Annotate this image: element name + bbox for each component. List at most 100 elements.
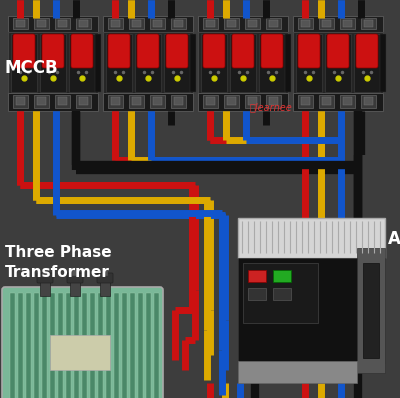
- Bar: [40, 278, 50, 296]
- FancyBboxPatch shape: [71, 34, 93, 68]
- FancyBboxPatch shape: [67, 273, 83, 283]
- Bar: [150, 95, 165, 108]
- Bar: [74, 293, 79, 398]
- Bar: [238, 361, 357, 383]
- Bar: [37, 20, 46, 27]
- Bar: [66, 293, 71, 398]
- Bar: [206, 20, 215, 27]
- Bar: [298, 18, 313, 29]
- Bar: [114, 293, 119, 398]
- Bar: [11, 34, 37, 92]
- Bar: [8, 32, 98, 94]
- Bar: [34, 95, 49, 108]
- Bar: [319, 95, 334, 108]
- Bar: [34, 18, 49, 29]
- Bar: [174, 97, 183, 105]
- Bar: [8, 93, 98, 111]
- Bar: [132, 20, 141, 27]
- Bar: [201, 34, 227, 92]
- Bar: [58, 97, 67, 105]
- Bar: [198, 16, 288, 32]
- Bar: [103, 93, 193, 111]
- Bar: [340, 95, 355, 108]
- Bar: [153, 97, 162, 105]
- Bar: [248, 20, 257, 27]
- Bar: [238, 218, 385, 258]
- FancyBboxPatch shape: [261, 34, 283, 68]
- FancyBboxPatch shape: [356, 34, 378, 68]
- FancyBboxPatch shape: [108, 34, 130, 68]
- Bar: [76, 95, 91, 108]
- Bar: [325, 34, 351, 92]
- Bar: [322, 20, 331, 27]
- Bar: [26, 293, 31, 398]
- Text: ACB: ACB: [388, 230, 400, 248]
- Bar: [243, 263, 318, 323]
- Bar: [198, 32, 288, 94]
- Bar: [98, 293, 103, 398]
- Bar: [13, 18, 28, 29]
- Bar: [227, 97, 236, 105]
- Bar: [130, 293, 135, 398]
- Bar: [340, 18, 355, 29]
- Bar: [343, 97, 352, 105]
- Text: ⓘlearnee: ⓘlearnee: [250, 102, 293, 112]
- FancyBboxPatch shape: [13, 34, 35, 68]
- Bar: [79, 97, 88, 105]
- Bar: [245, 18, 260, 29]
- Bar: [69, 34, 95, 92]
- Bar: [100, 278, 110, 296]
- Bar: [72, 270, 78, 276]
- Bar: [380, 34, 386, 92]
- Bar: [245, 95, 260, 108]
- Bar: [248, 288, 266, 300]
- Bar: [171, 18, 186, 29]
- Bar: [55, 95, 70, 108]
- FancyBboxPatch shape: [203, 34, 225, 68]
- Bar: [106, 34, 132, 92]
- Bar: [164, 34, 190, 92]
- Bar: [42, 293, 47, 398]
- FancyBboxPatch shape: [97, 273, 113, 283]
- Bar: [293, 32, 383, 94]
- Bar: [76, 18, 91, 29]
- Bar: [248, 270, 266, 282]
- Bar: [10, 293, 15, 398]
- Bar: [129, 18, 144, 29]
- Bar: [16, 20, 25, 27]
- Bar: [296, 34, 322, 92]
- Bar: [266, 95, 281, 108]
- Bar: [266, 18, 281, 29]
- Bar: [364, 20, 373, 27]
- Bar: [42, 270, 48, 276]
- Bar: [90, 293, 95, 398]
- Bar: [103, 16, 193, 32]
- Bar: [16, 97, 25, 105]
- Bar: [301, 20, 310, 27]
- Bar: [230, 34, 256, 92]
- FancyBboxPatch shape: [327, 34, 349, 68]
- Bar: [132, 97, 141, 105]
- Bar: [18, 293, 23, 398]
- FancyBboxPatch shape: [298, 34, 320, 68]
- Bar: [238, 258, 385, 363]
- Bar: [108, 18, 123, 29]
- Bar: [50, 335, 110, 370]
- Bar: [361, 95, 376, 108]
- Bar: [95, 34, 101, 92]
- Bar: [364, 97, 373, 105]
- Bar: [154, 293, 159, 398]
- Bar: [8, 16, 98, 32]
- Bar: [259, 34, 285, 92]
- FancyBboxPatch shape: [42, 34, 64, 68]
- Bar: [269, 97, 278, 105]
- Bar: [129, 95, 144, 108]
- Bar: [40, 34, 66, 92]
- Bar: [50, 293, 55, 398]
- Bar: [153, 20, 162, 27]
- Bar: [273, 288, 291, 300]
- Bar: [293, 93, 383, 111]
- Bar: [273, 270, 291, 282]
- Bar: [138, 293, 143, 398]
- Bar: [55, 18, 70, 29]
